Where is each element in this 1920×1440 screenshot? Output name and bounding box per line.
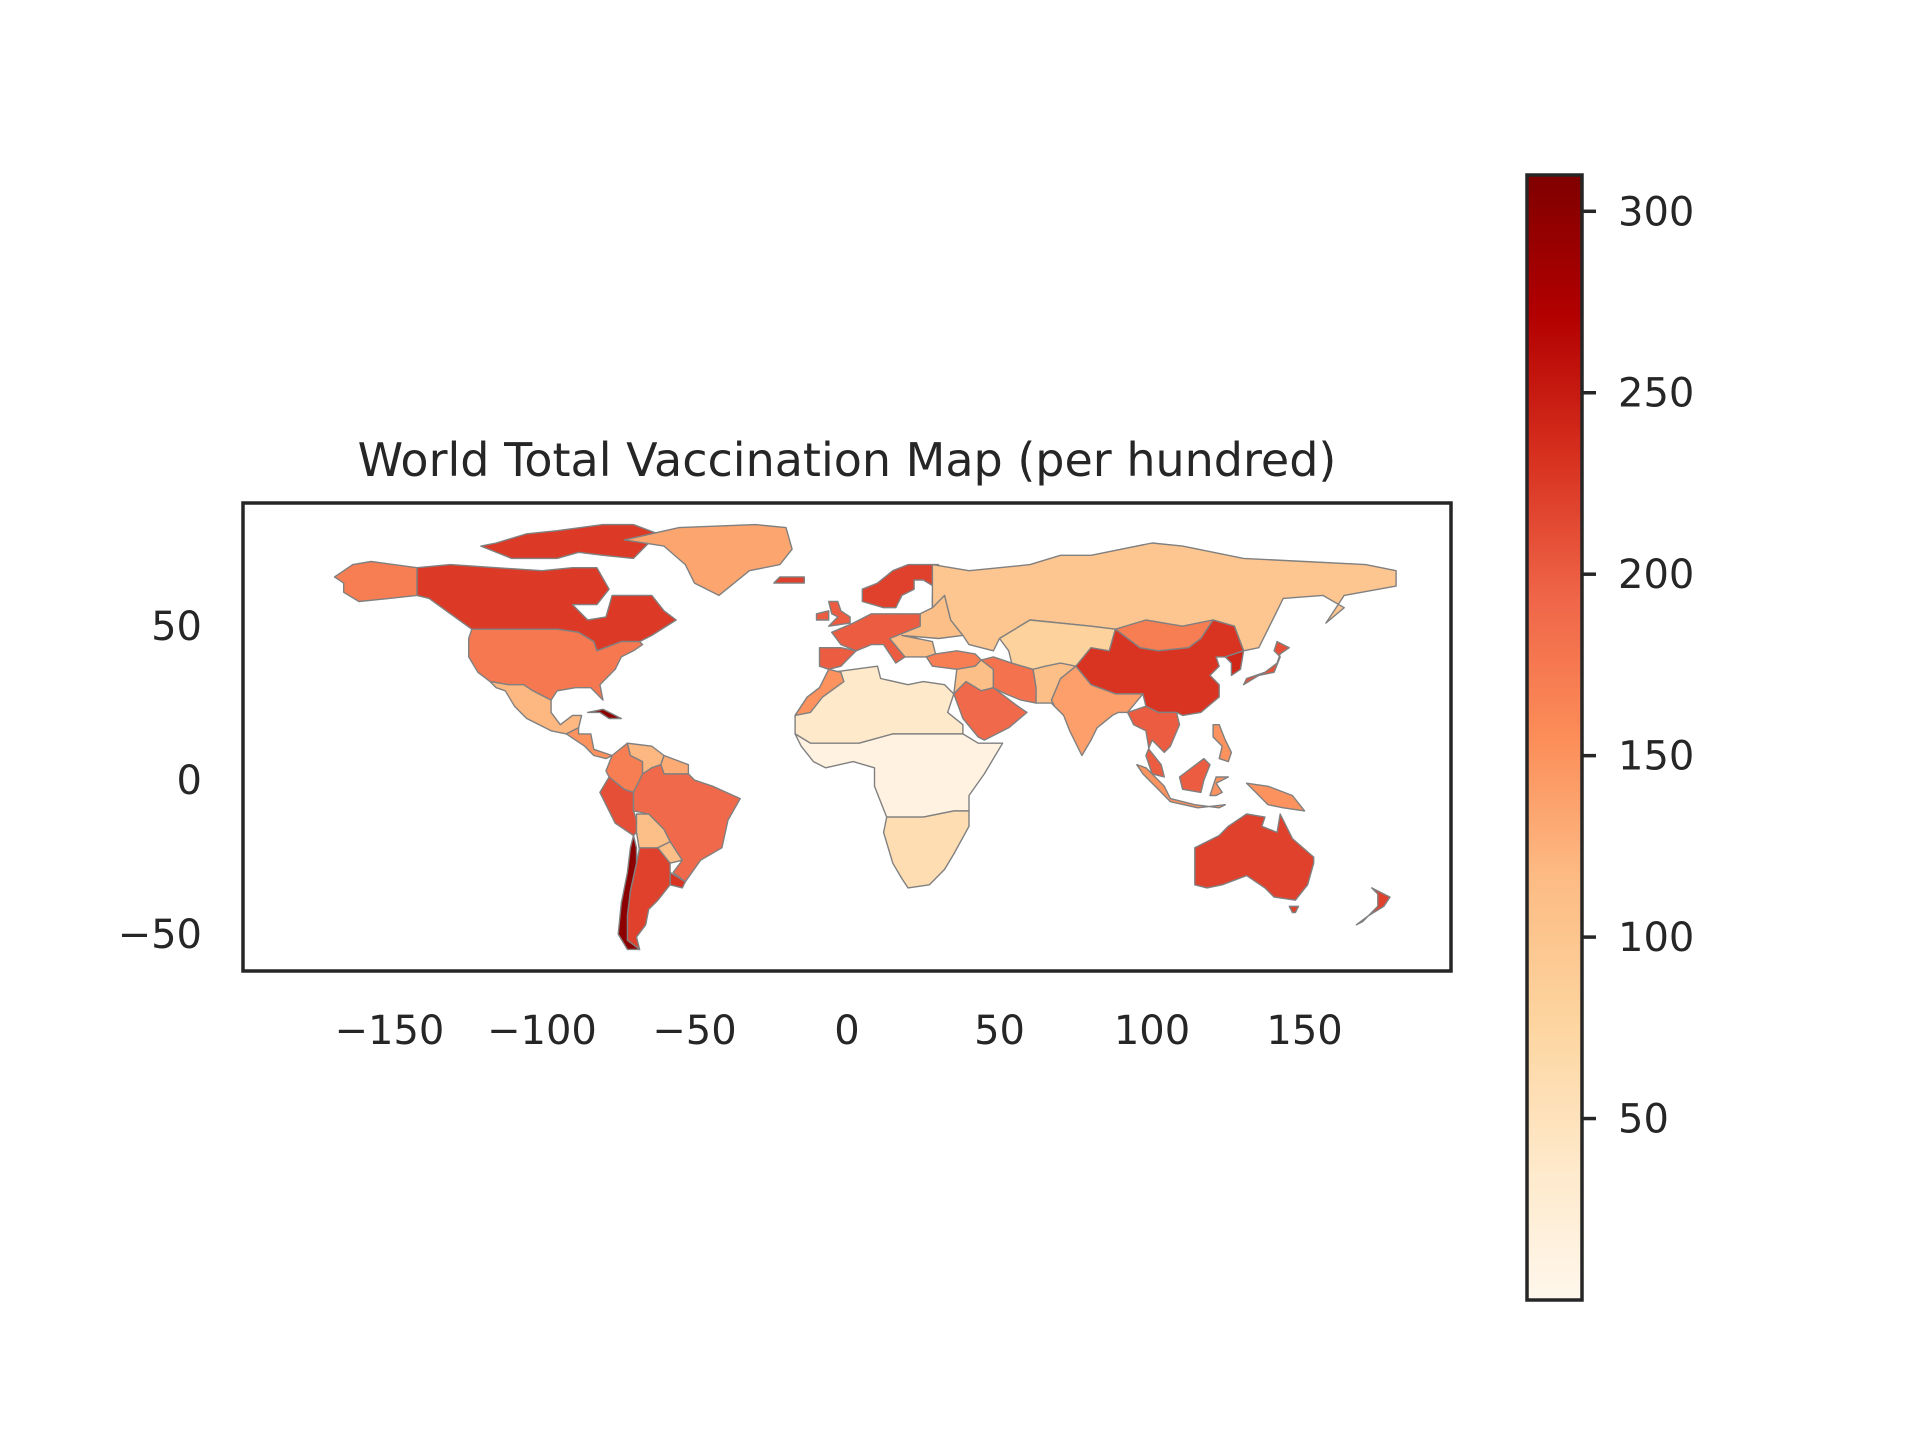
region-canada-arctic <box>480 523 659 560</box>
region-greenland <box>623 523 793 597</box>
y-tick-label: −50 <box>118 912 202 958</box>
region-sulawesi <box>1209 776 1230 797</box>
region-chile <box>617 834 641 951</box>
x-tick-label: −100 <box>487 1008 597 1054</box>
region-cuba <box>587 708 622 720</box>
region-north-africa <box>794 665 964 744</box>
x-tick-label: −150 <box>334 1008 444 1054</box>
region-australia <box>1194 813 1315 901</box>
map-layer <box>333 523 1397 951</box>
colorbar-tick-label: 300 <box>1618 189 1694 235</box>
region-new-guinea <box>1245 782 1306 812</box>
region-scandinavia <box>861 563 940 609</box>
region-southeast-asia <box>1126 705 1181 778</box>
x-tick-label: 0 <box>834 1008 859 1054</box>
region-pakistan-afghanistan <box>1032 662 1077 707</box>
region-russia <box>931 542 1397 652</box>
y-axis: 50 0 −50 <box>118 604 202 958</box>
y-tick-label: 50 <box>151 604 202 650</box>
axes-frame <box>241 501 1453 973</box>
region-guianas <box>660 754 690 775</box>
region-mexico <box>489 680 583 735</box>
region-morocco <box>794 668 845 717</box>
colorbar-tick-label: 100 <box>1618 915 1694 961</box>
y-tick-label: 0 <box>177 758 202 804</box>
colorbar-tick-label: 50 <box>1618 1097 1669 1143</box>
region-borneo <box>1178 757 1211 794</box>
colorbar: 50 100 150 200 250 300 <box>1525 173 1694 1302</box>
colorbar-frame <box>1525 173 1584 1302</box>
x-tick-label: 100 <box>1114 1008 1190 1054</box>
x-tick-label: 150 <box>1266 1008 1342 1054</box>
region-alaska <box>333 560 418 603</box>
colorbar-tick-label: 250 <box>1618 371 1694 417</box>
chart-title: World Total Vaccination Map (per hundred… <box>358 433 1337 487</box>
colorbar-fill <box>1527 175 1582 1300</box>
x-tick-label: −50 <box>652 1008 736 1054</box>
region-peru <box>599 776 638 837</box>
region-iceland <box>773 576 805 584</box>
region-new-zealand <box>1355 887 1391 926</box>
region-indonesia <box>1136 764 1227 809</box>
x-axis: −150 −100 −50 0 50 100 150 <box>334 1008 1342 1054</box>
region-central-africa <box>794 733 1004 818</box>
region-philippines <box>1212 724 1233 763</box>
colorbar-tick-label: 150 <box>1618 734 1694 780</box>
region-spain <box>818 647 857 670</box>
region-korea <box>1224 650 1245 677</box>
region-central-america <box>565 727 613 760</box>
region-saudi-arabia <box>953 680 1028 741</box>
colorbar-tick-label: 200 <box>1618 552 1694 598</box>
region-japan <box>1242 640 1291 686</box>
x-tick-label: 50 <box>974 1008 1025 1054</box>
region-british-isles <box>828 600 851 627</box>
region-ireland <box>815 610 830 621</box>
region-tasmania <box>1288 905 1300 914</box>
colorbar-ticks: 50 100 150 200 250 300 <box>1582 189 1694 1143</box>
region-southern-africa <box>882 810 970 889</box>
